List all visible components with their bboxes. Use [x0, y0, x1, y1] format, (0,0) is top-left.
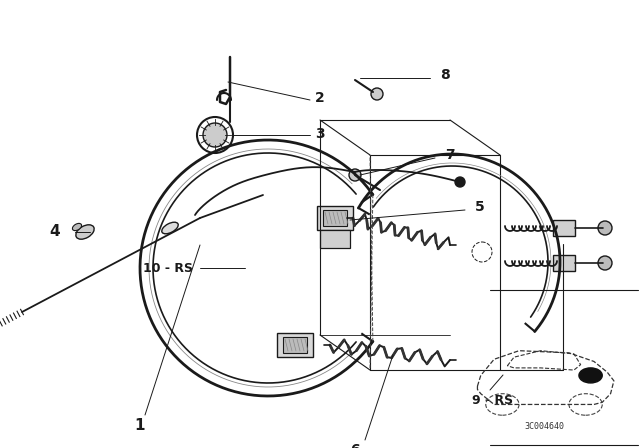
- Text: 3C004640: 3C004640: [524, 422, 564, 431]
- Bar: [317, 206, 353, 230]
- Text: 3: 3: [315, 127, 325, 141]
- Text: 1: 1: [135, 418, 145, 432]
- Bar: [553, 255, 575, 271]
- Bar: [320, 230, 350, 248]
- Circle shape: [371, 88, 383, 100]
- Text: 10 - RS: 10 - RS: [143, 262, 193, 275]
- Bar: [553, 220, 575, 236]
- Ellipse shape: [72, 224, 81, 231]
- Text: 9 - RS: 9 - RS: [472, 393, 513, 406]
- Circle shape: [598, 221, 612, 235]
- Ellipse shape: [162, 222, 178, 234]
- Text: 8: 8: [440, 68, 450, 82]
- Text: 4: 4: [50, 224, 60, 240]
- Text: 6: 6: [350, 443, 360, 448]
- Circle shape: [455, 177, 465, 187]
- Text: 5: 5: [475, 200, 485, 214]
- Text: 2: 2: [315, 91, 325, 105]
- Circle shape: [579, 368, 602, 383]
- Circle shape: [598, 256, 612, 270]
- Bar: [283, 337, 307, 353]
- Bar: [277, 333, 313, 357]
- Circle shape: [203, 123, 227, 147]
- Bar: [323, 210, 347, 226]
- Ellipse shape: [76, 225, 94, 239]
- Text: 7: 7: [445, 148, 455, 162]
- Circle shape: [349, 169, 361, 181]
